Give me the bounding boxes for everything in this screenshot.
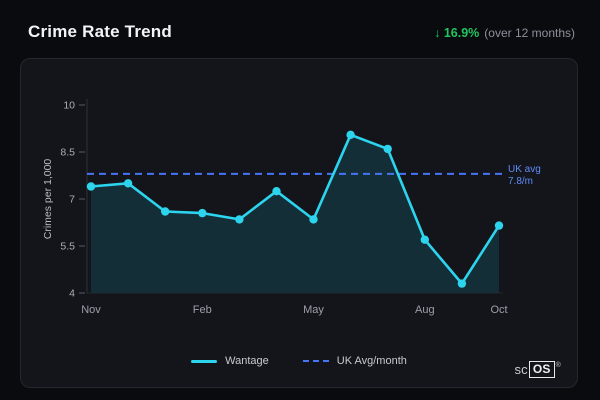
wantage-line-swatch: [191, 359, 218, 363]
data-point-may[interactable]: [309, 215, 318, 224]
trend-period: (over 12 months): [484, 26, 575, 40]
page-title: Crime Rate Trend: [28, 22, 172, 41]
logo-prefix: sc: [514, 362, 528, 377]
registered-mark-icon: ®: [555, 362, 561, 369]
legend-item-wantage[interactable]: Wantage: [191, 355, 269, 367]
scos-logo: sc OS ®: [514, 361, 561, 378]
header: Crime Rate Trend ↓ 16.9% (over 12 months): [28, 22, 575, 42]
data-point-apr[interactable]: [272, 187, 281, 196]
trend-delta: ↓ 16.9%: [434, 26, 480, 40]
chart-legend: Wantage UK Avg/month: [21, 355, 577, 367]
y-axis-title: Crimes per 1,000: [42, 159, 54, 240]
data-point-jun[interactable]: [346, 130, 355, 139]
uk-avg-label-line1: UK avg: [508, 164, 541, 175]
wantage-series-line: [89, 133, 501, 285]
legend-label-wantage: Wantage: [225, 355, 269, 367]
y-tick-label: 5.5: [60, 241, 75, 253]
legend-item-uk-avg[interactable]: UK Avg/month: [302, 355, 407, 367]
data-point-nov[interactable]: [86, 182, 96, 191]
uk-avg-dash-swatch: [302, 360, 329, 362]
data-point-jul[interactable]: [383, 144, 392, 154]
series-area-fill: [91, 134, 499, 293]
y-tick-label: 10: [63, 100, 75, 112]
data-point-jan[interactable]: [161, 207, 170, 216]
x-tick-label: Oct: [490, 304, 507, 316]
logo-box: OS: [528, 361, 555, 378]
chart-card: 10 8.5 7 5.5 4 Crimes per 1,000 Nov Feb May Aug Oc…: [20, 58, 578, 388]
x-tick-label: May: [303, 304, 324, 316]
x-tick-label: Feb: [193, 304, 212, 316]
data-point-oct[interactable]: [494, 221, 504, 230]
data-point-mar[interactable]: [235, 215, 244, 224]
y-tick-label: 4: [69, 288, 75, 300]
uk-avg-label-line2: 7.8/m: [508, 176, 533, 187]
x-tick-label: Nov: [81, 304, 101, 316]
trend-indicator: ↓ 16.9% (over 12 months): [434, 24, 575, 42]
legend-label-uk-avg: UK Avg/month: [336, 355, 407, 367]
y-tick-label: 8.5: [60, 147, 75, 159]
y-tick-label: 7: [69, 194, 75, 206]
data-point-sep[interactable]: [457, 279, 467, 288]
data-point-aug[interactable]: [420, 235, 429, 244]
crime-trend-chart: 10 8.5 7 5.5 4 Crimes per 1,000 Nov Feb May Aug Oc…: [42, 99, 541, 316]
x-tick-label: Aug: [415, 304, 435, 316]
data-point-dec[interactable]: [123, 179, 133, 188]
data-point-feb[interactable]: [198, 208, 207, 218]
